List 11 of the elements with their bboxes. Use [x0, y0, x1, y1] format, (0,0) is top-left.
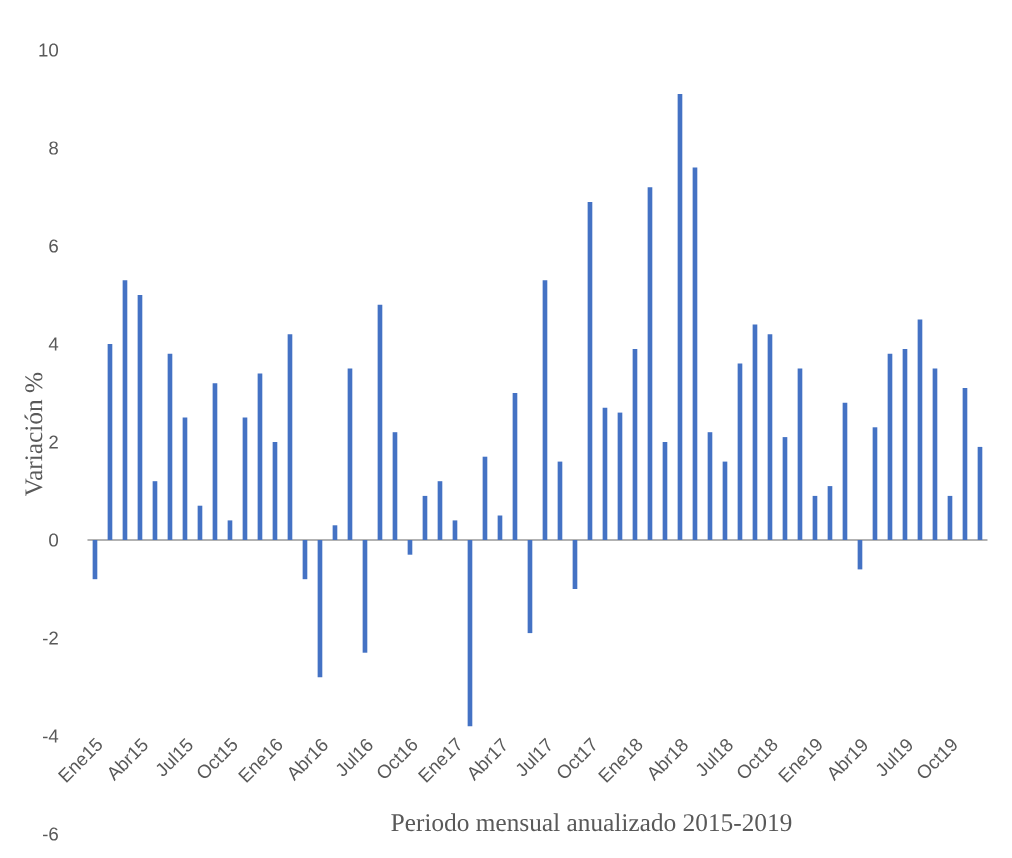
y-tick-label: 2	[49, 435, 58, 449]
y-tick-label: -2	[43, 631, 58, 645]
y-tick-label: -4	[43, 729, 59, 743]
y-tick-label: 4	[48, 337, 59, 351]
y-tick-label: 6	[49, 239, 58, 253]
x-axis-title: Periodo mensual anualizado 2015-2019	[391, 813, 792, 832]
y-axis-title: Variación %	[24, 372, 43, 497]
y-tick-label: -6	[43, 827, 58, 841]
y-tick-label: 10	[39, 43, 59, 57]
y-tick-label: 0	[49, 533, 59, 547]
y-tick-label: 8	[49, 141, 58, 155]
